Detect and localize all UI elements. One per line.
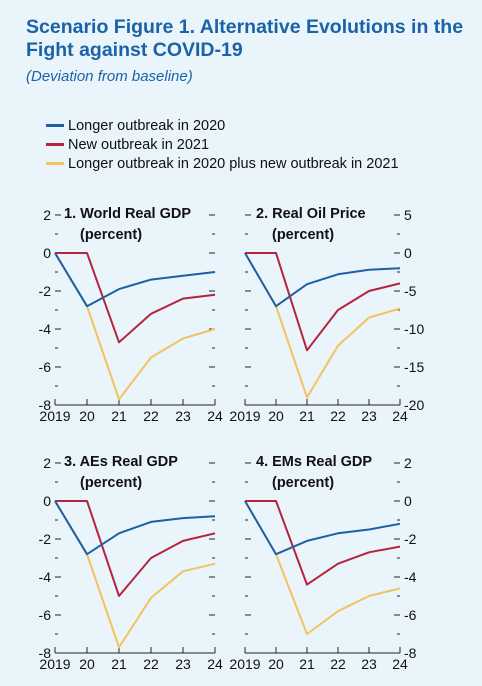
y-tick-label: 5 bbox=[404, 207, 412, 223]
chart-title: 1. World Real GDP bbox=[64, 206, 191, 222]
series-line-3 bbox=[54, 500, 216, 649]
y-tick-label: 2 bbox=[43, 207, 51, 223]
series-line-3 bbox=[244, 252, 401, 399]
y-tick-label: -4 bbox=[39, 569, 52, 585]
chart-title: 2. Real Oil Price bbox=[256, 206, 366, 222]
x-tick-label: 2019 bbox=[39, 408, 70, 424]
y-tick-label: -4 bbox=[39, 321, 52, 337]
legend-swatch bbox=[46, 143, 64, 146]
figure-title: Scenario Figure 1. Alternative Evolution… bbox=[26, 16, 464, 61]
y-tick-label: 0 bbox=[43, 493, 51, 509]
y-tick-label: -8 bbox=[39, 397, 52, 413]
y-tick-label: -15 bbox=[404, 359, 424, 375]
chart-panel-1: -8 -6 -4 -2 0 2 2019 20 21 22 23 24 1. World Real GD… bbox=[39, 206, 223, 424]
x-tick-label: 22 bbox=[143, 408, 159, 424]
series-line-2 bbox=[55, 500, 216, 597]
chart-subtitle: (percent) bbox=[272, 475, 334, 491]
y-tick-label: -20 bbox=[404, 397, 424, 413]
series-line-1 bbox=[54, 500, 216, 556]
y-tick-label: -6 bbox=[404, 607, 417, 623]
chart-title: 3. AEs Real GDP bbox=[64, 454, 178, 470]
x-tick-label: 23 bbox=[361, 408, 377, 424]
x-tick-label: 2019 bbox=[39, 656, 70, 672]
y-tick-label: -6 bbox=[39, 607, 52, 623]
legend-label: Longer outbreak in 2020 bbox=[68, 117, 226, 134]
series-line-3 bbox=[244, 500, 401, 635]
chart-title: 4. EMs Real GDP bbox=[256, 454, 372, 470]
x-tick-label: 24 bbox=[207, 656, 223, 672]
y-tick-label: -5 bbox=[404, 283, 417, 299]
y-tick-label: 0 bbox=[404, 493, 412, 509]
x-tick-label: 22 bbox=[143, 656, 159, 672]
series-line-1 bbox=[54, 252, 216, 308]
x-tick-label: 21 bbox=[299, 656, 315, 672]
y-tick-label: -8 bbox=[39, 645, 52, 661]
y-tick-label: -8 bbox=[404, 645, 417, 661]
x-tick-label: 24 bbox=[392, 656, 408, 672]
series-line-1 bbox=[244, 500, 401, 556]
legend-item-longer-2020: Longer outbreak in 2020 bbox=[46, 116, 399, 135]
x-tick-label: 21 bbox=[111, 656, 127, 672]
y-tick-label: -4 bbox=[404, 569, 417, 585]
x-tick-label: 23 bbox=[175, 656, 191, 672]
legend-swatch bbox=[46, 162, 64, 165]
x-tick-label: 20 bbox=[79, 656, 95, 672]
y-tick-label: -2 bbox=[39, 283, 52, 299]
x-tick-label: 24 bbox=[207, 408, 223, 424]
legend-label: Longer outbreak in 2020 plus new outbrea… bbox=[68, 155, 399, 172]
y-tick-label: -10 bbox=[404, 321, 424, 337]
y-tick-label: 0 bbox=[43, 245, 51, 261]
chart-panel-4: -8 -6 -4 -2 0 2 2019 20 21 22 23 24 4. EMs Real GDP (… bbox=[229, 454, 416, 672]
legend-label: New outbreak in 2021 bbox=[68, 136, 210, 153]
x-tick-label: 24 bbox=[392, 408, 408, 424]
x-tick-label: 23 bbox=[175, 408, 191, 424]
chart-panel-3: -8 -6 -4 -2 0 2 2019 20 21 22 23 24 3. AEs Real GDP (… bbox=[39, 454, 223, 672]
legend: Longer outbreak in 2020 New outbreak in … bbox=[46, 116, 399, 173]
x-tick-label: 20 bbox=[268, 656, 284, 672]
series-line-2 bbox=[245, 252, 401, 352]
x-tick-label: 20 bbox=[79, 408, 95, 424]
x-tick-label: 22 bbox=[330, 656, 346, 672]
x-tick-label: 23 bbox=[361, 656, 377, 672]
chart-panel-2: -20 -15 -10 -5 0 5 2019 20 21 22 23 24 2. Real Oil P… bbox=[229, 206, 424, 424]
x-tick-label: 21 bbox=[299, 408, 315, 424]
x-tick-label: 21 bbox=[111, 408, 127, 424]
legend-item-new-2021: New outbreak in 2021 bbox=[46, 135, 399, 154]
y-tick-label: -2 bbox=[404, 531, 417, 547]
x-tick-label: 2019 bbox=[229, 408, 260, 424]
legend-item-combined: Longer outbreak in 2020 plus new outbrea… bbox=[46, 154, 399, 173]
series-line-2 bbox=[245, 500, 401, 586]
chart-subtitle: (percent) bbox=[272, 227, 334, 243]
x-tick-label: 22 bbox=[330, 408, 346, 424]
y-tick-label: -6 bbox=[39, 359, 52, 375]
series-line-2 bbox=[55, 252, 216, 344]
legend-swatch bbox=[46, 124, 64, 127]
y-tick-label: -2 bbox=[39, 531, 52, 547]
x-tick-label: 20 bbox=[268, 408, 284, 424]
series-line-1 bbox=[244, 252, 401, 308]
y-tick-label: 2 bbox=[43, 455, 51, 471]
x-tick-label: 2019 bbox=[229, 656, 260, 672]
y-tick-label: 0 bbox=[404, 245, 412, 261]
chart-subtitle: (percent) bbox=[80, 227, 142, 243]
figure-subtitle: (Deviation from baseline) bbox=[26, 68, 193, 85]
chart-subtitle: (percent) bbox=[80, 475, 142, 491]
y-tick-label: 2 bbox=[404, 455, 412, 471]
